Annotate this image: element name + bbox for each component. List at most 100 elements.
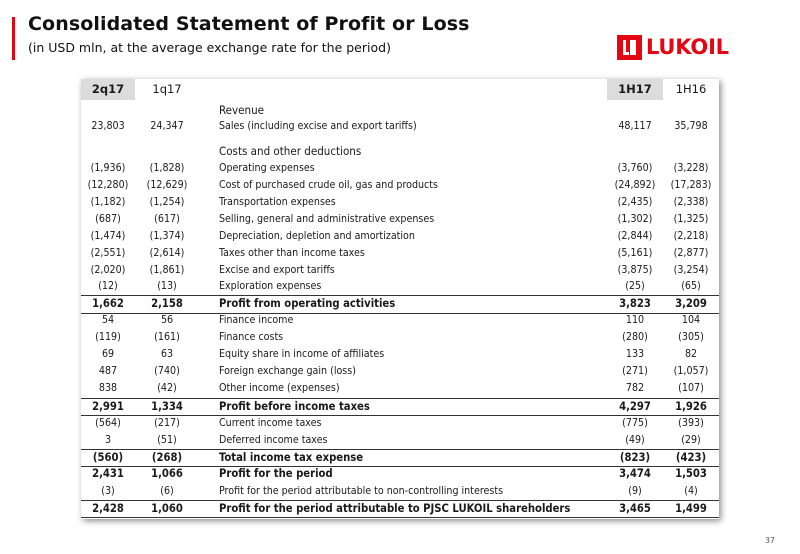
title-accent-bar (12, 17, 15, 60)
table-cell: (1,474) (90, 229, 126, 242)
row-label: Profit for the period attributable to PJ… (219, 501, 571, 515)
column-header-1q17: 1q17 (152, 82, 182, 96)
table-cell: 1,926 (675, 399, 707, 413)
row-label: Deferred income taxes (219, 433, 328, 446)
table-cell: (1,057) (673, 365, 709, 377)
table-cell: (3) (101, 484, 115, 497)
table-cell: (3,254) (673, 263, 709, 276)
table-cell: 3,474 (619, 466, 651, 480)
table-cell: (17,283) (670, 178, 712, 191)
table-cell: (1,374) (149, 229, 185, 242)
table-cell: (3,228) (673, 161, 709, 174)
table-row: 2,431 1,066 3,474 1,503 Profit for the perio… (81, 466, 719, 483)
table-cell: (12,629) (146, 178, 188, 191)
row-label: Finance costs (219, 331, 284, 343)
table-cell: (271) (622, 365, 648, 377)
table-row: 2,991 1,334 4,297 1,926 Profit before income… (81, 397, 719, 417)
row-label: Exploration expenses (219, 280, 322, 292)
lukoil-logo-text: LUKOIL (646, 35, 729, 59)
lukoil-logo: LUKOIL (617, 33, 729, 61)
table-cell: 82 (684, 348, 698, 360)
table-cell: (12) (98, 280, 118, 292)
table-cell: 63 (160, 348, 174, 360)
table-cell: 3 (104, 433, 112, 446)
page-title: Consolidated Statement of Profit or Loss (28, 13, 470, 35)
table-cell: 782 (625, 382, 645, 394)
table-cell: 35,798 (674, 120, 708, 132)
table-cell: (24,892) (614, 178, 656, 191)
table-cell: (268) (151, 450, 183, 464)
table-cell: (823) (619, 450, 651, 464)
row-label: Selling, general and administrative expe… (219, 212, 435, 225)
table-cell: 3,823 (619, 297, 651, 310)
table-cell: 1,066 (151, 466, 183, 480)
table-row: 838 (42) 782 (107) Other income (expenses) (81, 380, 719, 397)
row-label: Foreign exchange gain (loss) (219, 365, 356, 377)
row-label: Sales (including excise and export tarif… (219, 120, 417, 132)
table-cell: (51) (157, 433, 177, 446)
row-label: Profit from operating activities (219, 297, 396, 310)
table-cell: 2,991 (92, 399, 124, 413)
table-row: (564) (217) (775) (393) Current income taxes (81, 415, 719, 432)
table-cell: 48,117 (618, 120, 652, 132)
table-cell: (119) (95, 331, 121, 343)
row-label: Revenue (219, 102, 265, 117)
table-cell: 487 (98, 365, 118, 377)
table-cell: 3,465 (619, 501, 651, 515)
table-cell: (107) (678, 382, 704, 394)
table-cell: (280) (622, 331, 648, 343)
table-cell: (1,828) (149, 161, 185, 174)
table-cell: (1,254) (149, 195, 185, 208)
table-cell: (740) (154, 365, 180, 377)
row-label: Profit before income taxes (219, 399, 370, 413)
table-row: (12) (13) (25) (65) Exploration expenses (81, 278, 719, 295)
row-label: Finance income (219, 314, 294, 326)
table-cell: (687) (95, 212, 121, 225)
table-row: (1,474) (1,374) (2,844) (2,218) Depreciation… (81, 228, 719, 245)
column-header-1h16: 1H16 (675, 82, 707, 96)
table-cell: 2,431 (92, 466, 124, 480)
table-cell: 104 (681, 314, 701, 326)
table-row: (1,936) (1,828) (3,760) (3,228) Operating ex… (81, 160, 719, 177)
table-cell: (1,936) (90, 161, 126, 174)
table-cell: (3,875) (617, 263, 653, 276)
table-cell: (393) (678, 416, 704, 429)
table-cell: (560) (92, 450, 124, 464)
table-cell: (12,280) (87, 178, 129, 191)
table-cell: (564) (95, 416, 121, 429)
table-cell: (1,861) (149, 263, 185, 276)
table-cell: 1,060 (151, 501, 183, 515)
table-cell: 54 (101, 314, 115, 326)
row-label: Other income (expenses) (219, 382, 340, 394)
table-cell: 24,347 (150, 120, 184, 132)
table-cell: (161) (154, 331, 180, 343)
table-row: (3) (6) (9) (4) Profit for the period attrib… (81, 483, 719, 500)
row-label: Profit for the period (219, 466, 333, 480)
table-cell: (2,877) (673, 246, 709, 259)
table-cell: 69 (101, 348, 115, 360)
row-label: Operating expenses (219, 161, 315, 174)
table-row: Revenue (81, 102, 719, 119)
table-cell: (6) (160, 484, 174, 497)
row-label: Costs and other deductions (219, 143, 362, 158)
row-label: Taxes other than income taxes (219, 246, 365, 259)
table-cell: (2,020) (90, 263, 126, 276)
table-row: (2,551) (2,614) (5,161) (2,877) Taxes other … (81, 245, 719, 262)
table-row: (119) (161) (280) (305) Finance costs (81, 329, 719, 346)
table-cell: (2,338) (673, 195, 709, 208)
table-cell: 1,662 (92, 297, 124, 310)
table-row: 487 (740) (271) (1,057) Foreign exchange gai… (81, 363, 719, 380)
lukoil-logo-mark-icon (617, 34, 642, 60)
table-cell: (5,161) (617, 246, 653, 259)
row-label: Depreciation, depletion and amortization (219, 229, 415, 242)
table-row: (687) (617) (1,302) (1,325) Selling, general… (81, 211, 719, 228)
table-cell: (29) (681, 433, 701, 446)
table-row: (1,182) (1,254) (2,435) (2,338) Transportati… (81, 194, 719, 211)
table-cell: (305) (678, 331, 704, 343)
row-label: Transportation expenses (219, 195, 336, 208)
table-cell: (1,302) (617, 212, 653, 225)
table-cell: (13) (157, 280, 177, 292)
row-label: Profit for the period attributable to no… (219, 484, 504, 497)
page-number: 37 (764, 536, 775, 545)
table-cell: (1,325) (673, 212, 709, 225)
